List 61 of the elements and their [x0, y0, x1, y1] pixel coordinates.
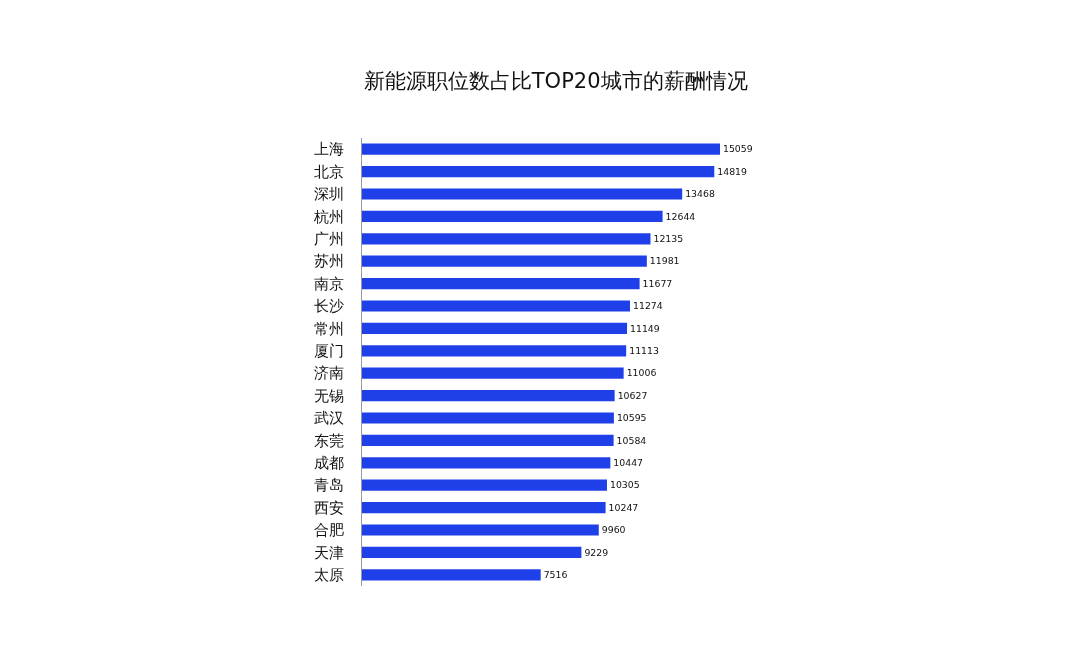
y-tick-label: 杭州: [313, 207, 344, 226]
data-label: 10584: [616, 434, 647, 446]
y-tick-label: 长沙: [314, 297, 344, 316]
data-label: 15059: [723, 143, 753, 155]
bar: [362, 300, 631, 312]
data-label: 11149: [630, 322, 660, 334]
data-label: 7516: [543, 568, 568, 580]
y-tick-label: 常州: [314, 319, 344, 338]
y-tick-label: 上海: [314, 140, 344, 159]
data-label: 11006: [626, 367, 657, 379]
bar: [362, 166, 715, 178]
bar: [362, 345, 627, 357]
bar: [362, 502, 606, 514]
bar: [362, 479, 607, 491]
y-tick-label: 太原: [314, 566, 344, 585]
data-label: 12135: [653, 232, 684, 244]
bar: [362, 210, 663, 222]
bar: [362, 457, 611, 469]
y-tick-label: 厦门: [314, 342, 344, 361]
data-label: 10447: [613, 456, 644, 468]
bar: [362, 412, 614, 424]
y-tick-label: 苏州: [314, 252, 344, 271]
data-label: 11677: [642, 277, 673, 289]
data-label: 10627: [617, 389, 648, 401]
y-tick-label: 青岛: [314, 476, 344, 495]
y-tick-label: 东莞: [314, 431, 344, 450]
y-tick-label: 无锡: [314, 386, 344, 405]
data-label: 9229: [584, 546, 609, 558]
bar: [362, 188, 683, 200]
y-tick-label: 天津: [314, 543, 344, 562]
bar: [362, 546, 582, 558]
y-tick-label: 济南: [314, 364, 344, 383]
bar: [362, 569, 541, 581]
bar: [362, 322, 628, 334]
bar: [362, 233, 651, 245]
chart-title: 新能源职位数占比TOP20城市的薪酬情况: [363, 69, 748, 94]
y-tick-label: 武汉: [314, 409, 344, 428]
data-label: 14819: [717, 165, 748, 177]
bar: [362, 524, 599, 536]
data-label: 13468: [685, 188, 715, 200]
data-label: 10247: [608, 501, 639, 513]
data-label: 10595: [616, 412, 647, 424]
data-label: 11274: [633, 300, 663, 312]
y-tick-label: 广州: [314, 230, 344, 249]
y-tick-label: 西安: [314, 498, 344, 517]
y-tick-label: 北京: [314, 162, 344, 181]
data-label: 11981: [649, 255, 680, 267]
y-tick-label: 成都: [314, 454, 344, 473]
y-tick-label: 合肥: [314, 521, 344, 540]
y-tick-label: 南京: [314, 274, 344, 293]
bar: [362, 434, 614, 446]
bar: [362, 367, 624, 379]
bar: [362, 390, 615, 402]
y-tick-label: 深圳: [314, 185, 344, 204]
bar: [362, 278, 640, 290]
data-label: 10305: [609, 479, 640, 491]
bar: [362, 255, 647, 267]
data-label: 11113: [629, 344, 659, 356]
data-label: 12644: [665, 210, 696, 222]
data-label: 9960: [601, 524, 626, 536]
bar: [362, 143, 720, 155]
